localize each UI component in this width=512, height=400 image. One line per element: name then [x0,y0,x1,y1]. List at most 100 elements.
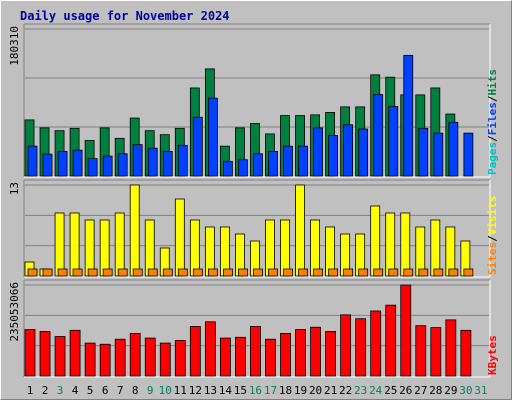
bar-files-day-24 [373,94,384,177]
legend-2: Sites/Visits [486,196,499,276]
bar-kbytes-day-24 [370,310,382,377]
bar-files-day-12 [192,116,203,177]
bar-files-day-5 [87,158,98,177]
bar-files-day-7 [117,153,128,177]
bar-kbytes-day-11 [174,339,186,377]
bar-kbytes-day-14 [219,337,231,377]
x-tick-day-1: 1 [27,384,34,397]
bar-files-day-1 [27,145,38,177]
legend-3: KBytes [486,335,499,375]
bar-sites-day-25 [388,268,399,277]
bar-sites-day-17 [268,268,278,277]
bar-kbytes-day-12 [189,326,201,377]
bar-visits-day-5 [84,219,95,277]
bar-files-day-25 [388,106,399,177]
bar-kbytes-day-13 [204,321,216,377]
bar-kbytes-day-30 [460,329,472,377]
bar-visits-day-17 [265,219,275,277]
y-max-label: 235053066 [8,282,21,342]
bar-kbytes-day-17 [265,338,276,377]
x-tick-day-5: 5 [87,384,94,397]
x-tick-day-12: 12 [189,384,202,397]
bar-files-day-26 [403,54,414,177]
x-tick-day-15: 15 [234,384,247,397]
bar-kbytes-day-23 [355,318,367,377]
legend-item: Sites [486,242,499,275]
bar-kbytes-day-18 [280,333,291,377]
x-tick-day-7: 7 [117,384,124,397]
x-tick-day-20: 20 [309,384,322,397]
bar-kbytes-day-26 [400,284,412,377]
bar-files-day-16 [253,153,263,177]
x-tick-day-31: 31 [474,384,487,397]
bar-kbytes-day-6 [99,343,111,377]
bar-kbytes-day-4 [69,329,81,377]
legend-item: Hits [486,69,499,96]
x-tick-day-19: 19 [294,384,307,397]
legend-item: / [486,235,499,242]
bar-visits-day-9 [144,219,155,277]
legend-item: / [486,95,499,102]
x-tick-day-10: 10 [159,384,172,397]
bar-sites-day-12 [192,268,203,277]
bar-files-day-14 [222,160,233,177]
bar-sites-day-2 [42,268,53,277]
bar-visits-day-20 [310,219,320,277]
bar-visits-day-3 [54,212,65,277]
bar-sites-day-11 [177,268,188,277]
bar-kbytes-day-9 [144,337,156,377]
bar-sites-day-19 [298,268,308,277]
x-tick-day-26: 26 [399,384,412,397]
bar-sites-day-5 [87,268,98,277]
bar-kbytes-day-21 [325,331,337,377]
bar-kbytes-day-15 [235,336,246,377]
x-tick-day-2: 2 [42,384,49,397]
bar-files-day-3 [57,150,68,177]
bar-kbytes-day-10 [159,342,171,377]
bar-sites-day-24 [373,268,384,277]
bar-files-day-6 [102,155,113,177]
bar-sites-day-21 [328,268,339,277]
bar-sites-day-3 [57,268,68,277]
x-tick-day-16: 16 [249,384,262,397]
bar-visits-day-25 [385,212,396,277]
x-tick-day-27: 27 [414,384,427,397]
y-max-label: 13 [8,182,21,195]
x-tick-day-11: 11 [174,384,187,397]
legend-item: Files [486,102,499,135]
x-tick-day-17: 17 [264,384,277,397]
x-tick-day-14: 14 [219,384,233,397]
chart-title: Daily usage for November 2024 [20,9,230,23]
bar-sites-day-26 [403,268,414,277]
bar-files-day-27 [418,127,429,177]
bar-files-day-19 [298,145,308,177]
bar-kbytes-day-29 [445,319,457,377]
bar-files-day-9 [147,147,158,177]
bar-files-day-2 [42,153,53,177]
bar-files-day-20 [313,127,323,177]
bar-sites-day-22 [343,268,354,277]
bar-kbytes-day-25 [385,304,397,377]
x-tick-day-25: 25 [384,384,397,397]
bar-sites-day-7 [117,268,128,277]
bar-sites-day-29 [448,268,459,277]
bar-sites-day-30 [463,268,474,277]
legend-item: Pages [486,142,499,175]
x-tick-day-23: 23 [354,384,367,397]
bar-sites-day-10 [162,268,173,277]
bar-visits-day-6 [99,219,110,277]
bar-sites-day-8 [132,268,143,277]
x-tick-day-6: 6 [102,384,109,397]
bar-kbytes-day-19 [295,329,306,377]
x-tick-day-4: 4 [72,384,79,397]
bar-files-day-28 [433,132,444,177]
x-tick-day-28: 28 [429,384,442,397]
bar-files-day-30 [463,132,474,177]
bar-kbytes-day-16 [250,326,261,377]
bar-sites-day-13 [207,268,218,277]
bar-kbytes-day-3 [54,336,66,377]
bar-files-day-11 [177,144,188,177]
bar-visits-day-11 [174,198,185,277]
bar-kbytes-day-22 [340,314,352,377]
